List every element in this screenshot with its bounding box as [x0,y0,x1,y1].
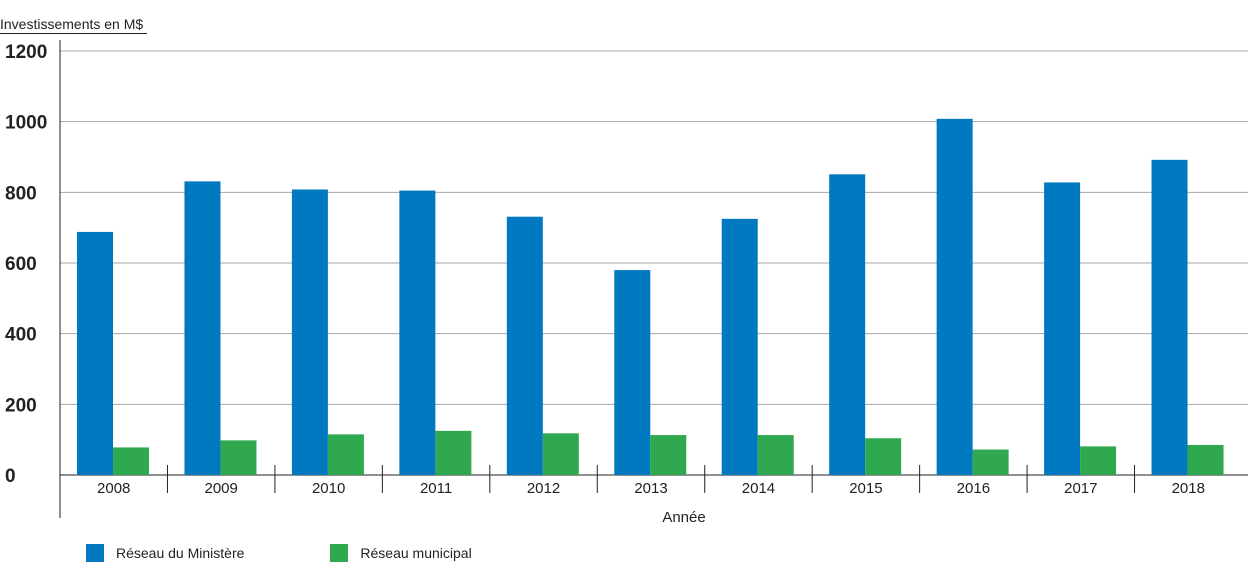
bar-municipal-2009 [220,440,257,475]
bar-ministere-2014 [721,218,758,476]
x-tick-label-2010: 2010 [312,480,345,497]
legend-label-municipal: Réseau municipal [360,545,472,561]
x-tick-label-2017: 2017 [1064,480,1097,497]
x-tick-label-2014: 2014 [742,480,775,497]
x-tick-label-2012: 2012 [527,480,560,497]
y-axis-title: Investissements en M$ [0,15,148,34]
bar-ministere-2018 [1151,159,1188,475]
x-axis-title: Année [662,509,705,526]
y-tick-label-1200: 1200 [5,42,47,63]
bar-ministere-2013 [614,270,651,475]
legend-swatch-municipal [330,544,349,562]
bar-municipal-2014 [757,435,794,475]
bar-municipal-2016 [972,449,1009,475]
y-tick-label-400: 400 [5,325,37,346]
legend-label-ministere: Réseau du Ministère [116,545,245,561]
bar-ministere-2011 [399,190,436,476]
x-tick-label-2011: 2011 [420,480,452,497]
bar-municipal-2017 [1080,446,1117,475]
legend-item-municipal: Réseau municipal [330,544,472,562]
bar-ministere-2008 [77,231,113,475]
bar-municipal-2015 [865,438,902,475]
bar-ministere-2015 [829,174,866,475]
bar-municipal-2010 [327,434,364,475]
bar-municipal-2012 [542,433,579,475]
legend-item-ministere: Réseau du Ministère [86,544,244,562]
x-tick-label-2008: 2008 [97,480,130,497]
y-tick-label-1000: 1000 [5,113,47,134]
y-tick-label-800: 800 [5,183,37,204]
x-tick-label-2018: 2018 [1172,480,1205,497]
x-tick-label-2013: 2013 [634,480,667,497]
bar-municipal-2008 [113,447,149,475]
bar-municipal-2018 [1187,444,1224,475]
x-tick-label-2015: 2015 [849,480,882,497]
bar-ministere-2010 [291,189,328,476]
bar-ministere-2016 [936,118,973,475]
bar-ministere-2009 [184,181,221,475]
y-tick-label-600: 600 [5,254,37,275]
bar-municipal-2013 [650,435,687,475]
bar-chart: 0 200 400 600 800 1000 1200 2008 2009 2010 2011 201… [5,40,1248,526]
bar-municipal-2011 [435,430,472,475]
y-tick-label-200: 200 [5,395,37,416]
y-tick-label-0: 0 [5,466,16,487]
x-tick-label-2016: 2016 [957,480,990,497]
bar-ministere-2012 [506,216,543,476]
legend: Réseau du Ministère Réseau municipal [86,544,558,562]
bar-ministere-2017 [1044,182,1081,475]
x-tick-label-2009: 2009 [204,480,237,497]
legend-swatch-ministere [86,544,104,562]
